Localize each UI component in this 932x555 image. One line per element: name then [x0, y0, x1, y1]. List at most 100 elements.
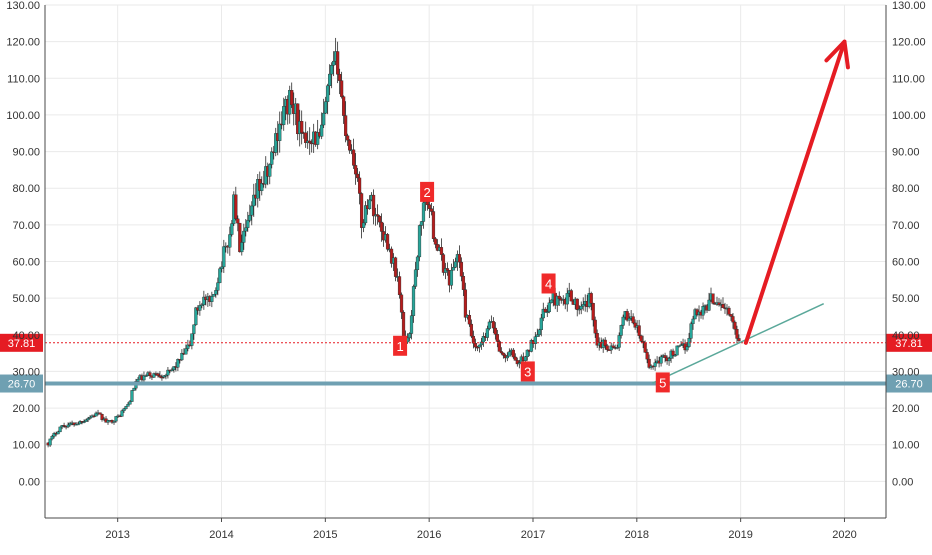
- wave-marker-2[interactable]: [420, 181, 435, 202]
- trendline[interactable]: [652, 302, 825, 384]
- y-tick-label-left: 0.00: [19, 476, 40, 488]
- wave-marker-4[interactable]: [541, 273, 556, 294]
- candle-up: [136, 379, 140, 382]
- candle-up: [565, 293, 569, 305]
- candle-up: [166, 369, 170, 376]
- candle-up: [222, 246, 226, 268]
- candle-down: [731, 316, 735, 323]
- x-tick-label: 2016: [417, 529, 441, 541]
- candle-down: [92, 415, 96, 418]
- price-tag-left: [0, 333, 43, 352]
- candle-up: [130, 390, 134, 402]
- candle-up: [282, 106, 286, 125]
- candles-layer: [46, 37, 741, 448]
- candle-up: [220, 266, 224, 269]
- candle-up: [252, 194, 256, 207]
- candle-down: [72, 422, 76, 426]
- candle-up: [507, 351, 511, 357]
- candle-down: [441, 254, 446, 273]
- candle-up: [689, 323, 693, 339]
- candle-up: [487, 321, 491, 329]
- candle-down: [234, 194, 238, 220]
- candle-down: [611, 345, 615, 348]
- candle-down: [499, 351, 503, 354]
- candle-up: [186, 344, 190, 349]
- price-tag-label: 37.81: [8, 338, 36, 350]
- candle-up: [525, 349, 529, 357]
- candle-down: [733, 321, 737, 330]
- candle-down: [641, 341, 645, 343]
- candle-down: [735, 329, 739, 339]
- candle-down: [605, 345, 609, 350]
- wave-marker-3[interactable]: [520, 361, 535, 382]
- candle-down: [371, 194, 376, 217]
- candle-down: [296, 103, 300, 135]
- candle-up: [190, 333, 194, 346]
- candle-down: [671, 350, 675, 356]
- candle-up: [523, 356, 527, 361]
- candle-up: [701, 306, 705, 316]
- projection-arrow-head: [824, 39, 850, 70]
- wave-marker-5[interactable]: [655, 372, 670, 393]
- price-tag-label: 26.70: [8, 379, 36, 391]
- y-tick-label-right: 30.00: [892, 366, 920, 378]
- candle-down: [385, 234, 390, 250]
- candle-up: [122, 408, 126, 412]
- candle-down: [308, 140, 312, 144]
- candle-up: [66, 424, 70, 428]
- candle-up: [326, 85, 330, 102]
- candle-up: [214, 290, 218, 295]
- candle-up: [581, 304, 585, 307]
- candle-up: [132, 387, 136, 391]
- y-tick-label-left: 70.00: [12, 220, 40, 232]
- candle-up: [541, 308, 545, 319]
- candle-down: [156, 373, 160, 376]
- projection-arrow[interactable]: [743, 39, 847, 345]
- candle-down: [375, 214, 380, 217]
- candle-down: [513, 356, 517, 361]
- candle-down: [461, 276, 466, 290]
- candle-up: [230, 223, 234, 235]
- candle-up: [667, 358, 671, 362]
- axes-layer: 0.00 0.00 10.00 10.00 20.00 20.00 30.00 30.00 40…: [6, 0, 925, 541]
- candle-down: [569, 290, 573, 302]
- candle-up: [176, 359, 180, 368]
- candle-down: [643, 342, 647, 353]
- candle-up: [260, 183, 264, 191]
- markers-layer: 1 2 3 4 5: [393, 181, 670, 393]
- candle-up: [555, 295, 559, 306]
- wave-marker-1[interactable]: [393, 335, 408, 356]
- candle-down: [344, 115, 348, 136]
- candle-down: [591, 303, 595, 321]
- candle-up: [86, 418, 90, 421]
- candle-down: [148, 372, 152, 376]
- candle-down: [711, 293, 715, 304]
- candle-up: [517, 362, 521, 365]
- y-tick-label-left: 30.00: [12, 366, 40, 378]
- candle-down: [589, 293, 593, 304]
- candle-up: [194, 307, 198, 326]
- candle-up: [84, 419, 88, 422]
- y-tick-label-right: 40.00: [892, 330, 920, 342]
- y-tick-label-left: 80.00: [12, 183, 40, 195]
- candle-up: [82, 421, 86, 423]
- candle-up: [242, 230, 246, 243]
- candle-down: [633, 322, 637, 328]
- candle-down: [377, 215, 382, 223]
- candle-up: [533, 336, 537, 344]
- candle-up: [363, 205, 368, 224]
- candle-up: [481, 335, 485, 343]
- y-tick-label-left: 100.00: [6, 110, 40, 122]
- candle-down: [290, 90, 294, 106]
- candle-down: [501, 352, 505, 356]
- candle-up: [250, 205, 254, 216]
- candle-up: [479, 341, 483, 346]
- candle-up: [577, 308, 581, 311]
- candle-down: [236, 218, 240, 224]
- candle-up: [417, 225, 422, 258]
- y-tick-label-left: 60.00: [12, 257, 40, 269]
- wave-marker-label: 3: [524, 364, 531, 379]
- candle-down: [158, 375, 162, 378]
